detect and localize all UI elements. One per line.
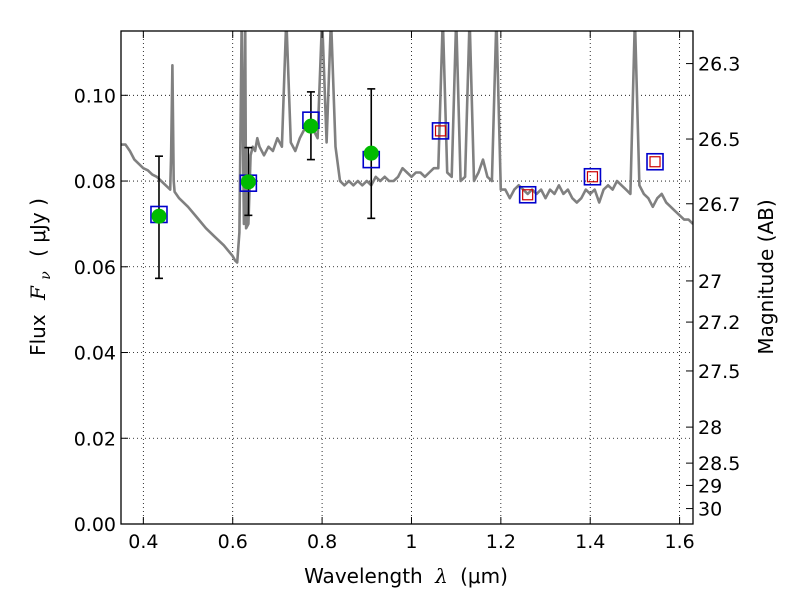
observed-point	[363, 145, 379, 161]
x-tick-label: 0.4	[128, 531, 158, 553]
x-tick-label: 1	[405, 531, 417, 553]
model-square-inner	[434, 125, 447, 137]
plot-content	[121, 31, 693, 280]
y-tick-label: 0.06	[74, 257, 116, 279]
y-axis-label-symbol: F	[26, 285, 50, 301]
x-tick-label: 1.6	[664, 531, 694, 553]
y2-tick-label: 27	[698, 271, 722, 293]
model-square-predicted	[431, 122, 450, 140]
x-tick-label: 0.8	[307, 531, 337, 553]
y-tick-label: 0.04	[74, 343, 116, 365]
model-square-predicted	[518, 185, 537, 204]
x-axis-label-symbol: λ	[434, 564, 448, 588]
model-square-inner	[522, 189, 534, 201]
x-tick-label: 0.6	[218, 531, 248, 553]
x-tick-label: 1.2	[486, 531, 516, 553]
y2-tick-label: 26.7	[698, 194, 740, 216]
y-axis-label-text: Flux	[26, 314, 50, 356]
y2-tick-label: 28.5	[698, 453, 740, 475]
x-axis-ticks: 0.4 0.6 0.8 1 1.2 1.4 1.6	[128, 31, 695, 553]
y-axis-label-unit: ( μJy )	[26, 198, 50, 257]
grid-lines	[121, 31, 693, 524]
y2-tick-label: 27.5	[698, 361, 740, 383]
x-axis-label: Wavelength λ (μm)	[304, 564, 508, 588]
y2-tick-label: 30	[698, 499, 722, 521]
observed-point	[240, 174, 256, 190]
spectrum-line	[121, 31, 693, 264]
y2-axis-label: Magnitude (AB)	[754, 199, 778, 354]
y2-tick-label: 28	[698, 417, 722, 439]
model-square-inner	[649, 156, 661, 168]
model-squares	[150, 111, 664, 224]
y-tick-label: 0.02	[74, 428, 116, 450]
y-tick-label: 0.00	[74, 514, 116, 536]
y2-tick-label: 29	[698, 475, 722, 497]
y-axis-label: Flux F ν ( μJy )	[26, 198, 55, 356]
model-square-inner	[586, 171, 599, 183]
y-tick-label: 0.08	[74, 171, 116, 193]
y-axis-label-subscript: ν	[38, 271, 54, 280]
x-tick-label: 1.4	[575, 531, 605, 553]
y-tick-label: 0.10	[74, 85, 116, 107]
y2-tick-label: 26.5	[698, 129, 740, 151]
y2-tick-label: 27.2	[698, 312, 740, 334]
model-square-predicted	[583, 167, 602, 186]
model-square-predicted	[646, 152, 664, 171]
observed-point	[303, 118, 319, 134]
x-axis-label-text: Wavelength	[304, 564, 423, 588]
x-axis-label-unit: (μm)	[460, 564, 508, 588]
y-axis-ticks: 0.00 0.02 0.04 0.06 0.08 0.10	[74, 85, 128, 536]
plot-frame	[120, 30, 694, 525]
observed-point	[151, 208, 167, 224]
observed-points	[151, 118, 379, 224]
y2-tick-label: 26.3	[698, 54, 740, 76]
